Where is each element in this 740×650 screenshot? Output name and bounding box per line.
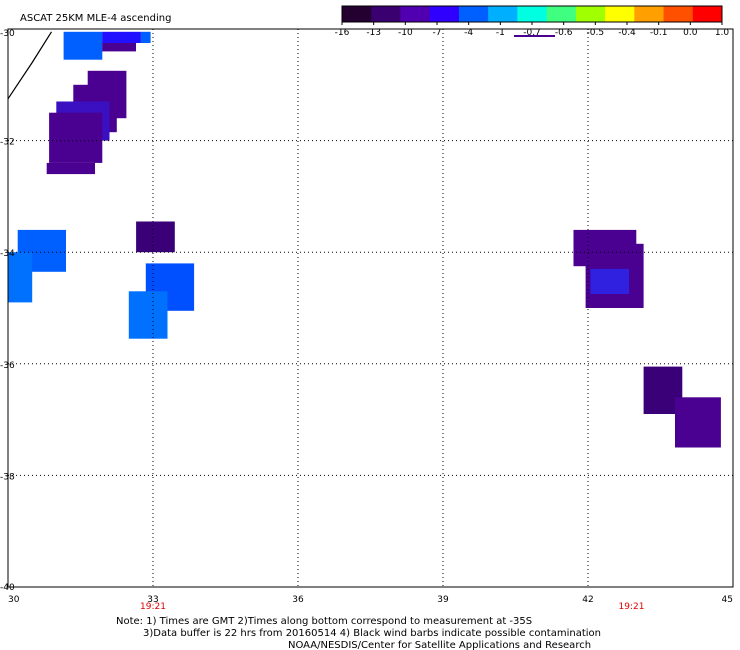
colorbar-tick-label: -10 xyxy=(398,28,413,38)
map-title: ASCAT 25KM MLE-4 ascending xyxy=(20,13,171,24)
latitude-label: -38 xyxy=(0,472,15,482)
latitude-label: -40 xyxy=(0,583,15,593)
colorbar-segment xyxy=(663,6,694,22)
time-label: 19:21 xyxy=(619,602,645,612)
note-line-2: 3)Data buffer is 22 hrs from 20160514 4)… xyxy=(143,628,601,639)
wind-cell xyxy=(46,162,95,175)
longitude-label: 42 xyxy=(582,595,593,605)
longitude-label: 45 xyxy=(722,595,733,605)
wind-cell xyxy=(140,31,151,43)
latitude-label: -34 xyxy=(0,249,15,259)
colorbar-tick-label: -13 xyxy=(366,28,381,38)
latitude-label: -36 xyxy=(0,361,15,371)
coastline xyxy=(7,31,53,100)
colorbar-tick-labels: -16 -13 -10 -7 -4 -1 -0.7 -0.6 -0.5 -0.4 -0.1 0.0 1.… xyxy=(335,22,730,38)
wind-cell xyxy=(49,112,103,163)
note-line-3: NOAA/NESDIS/Center for Satellite Applica… xyxy=(288,640,591,650)
colorbar-tick-label: -0.1 xyxy=(650,28,668,38)
time-labels: 19:21 19:21 xyxy=(140,602,644,612)
wind-cell xyxy=(136,221,175,253)
colorbar-segment xyxy=(546,6,577,22)
colorbar-tick-label: 1.0 xyxy=(715,28,730,38)
colorbar-tick-label: -16 xyxy=(335,28,350,38)
longitude-label: 36 xyxy=(292,595,304,605)
colorbar-segment xyxy=(517,6,548,22)
map-frame xyxy=(7,28,734,588)
wind-cell xyxy=(102,31,141,43)
wind-cell xyxy=(102,43,136,52)
colorbar-segment xyxy=(575,6,606,22)
colorbar-segment xyxy=(400,6,431,22)
longitude-label: 39 xyxy=(437,595,449,605)
graticule xyxy=(8,29,733,587)
colorbar-segment xyxy=(342,6,372,22)
colorbar-segment xyxy=(605,6,635,22)
wind-cell xyxy=(63,31,103,60)
colorbar-legend xyxy=(341,5,723,23)
colorbar-tick-label: -0.6 xyxy=(555,28,573,38)
wind-cell xyxy=(590,268,630,294)
wind-cell xyxy=(675,397,721,448)
colorbar-segment xyxy=(634,6,665,22)
colorbar-segment xyxy=(692,6,723,22)
colorbar-segment xyxy=(429,6,460,22)
colorbar-tick-label: -0.7 xyxy=(523,28,541,38)
latitude-label: -32 xyxy=(0,138,15,148)
colorbar-segment xyxy=(371,6,401,22)
longitude-labels: 30 33 36 39 42 45 xyxy=(8,595,733,605)
colorbar-segment xyxy=(458,6,489,22)
colorbar-tick-label: -4 xyxy=(464,28,473,38)
colorbar-tick-label: -7 xyxy=(433,28,442,38)
longitude-label: 33 xyxy=(147,595,158,605)
longitude-label: 30 xyxy=(8,595,20,605)
colorbar-tick-label: -0.4 xyxy=(618,28,636,38)
wind-cell xyxy=(8,252,33,303)
colorbar-segment xyxy=(488,6,518,22)
colorbar-tick-label: -0.5 xyxy=(587,28,605,38)
wind-cell xyxy=(128,291,168,339)
colorbar-tick-label: -1 xyxy=(496,28,505,38)
latitude-label: -30 xyxy=(0,29,15,39)
time-label: 19:21 xyxy=(140,602,166,612)
colorbar-tick-label: 0.0 xyxy=(683,28,698,38)
latitude-labels: -30 -32 -34 -36 -38 -40 xyxy=(0,29,15,593)
note-line-1: Note: 1) Times are GMT 2)Times along bot… xyxy=(116,616,532,627)
wind-speed-cells xyxy=(8,31,721,448)
